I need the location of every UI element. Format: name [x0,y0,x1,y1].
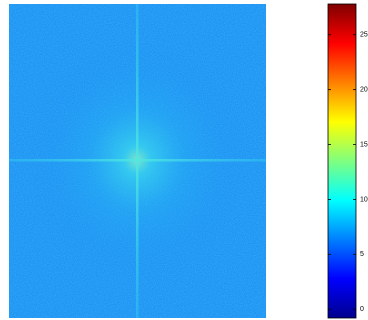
colorbar-border [327,3,357,319]
colorbar [328,4,356,318]
colorbar-tick-label: 10 [360,196,368,203]
colorbar-tick-label: 25 [360,32,368,39]
colorbar-tick-label: 15 [360,141,368,148]
colorbar-tick-label: 20 [360,86,368,93]
spectrum-image [9,4,266,318]
colorbar-tick-label: 5 [360,251,364,258]
colorbar-tick-label: 0 [360,306,364,313]
